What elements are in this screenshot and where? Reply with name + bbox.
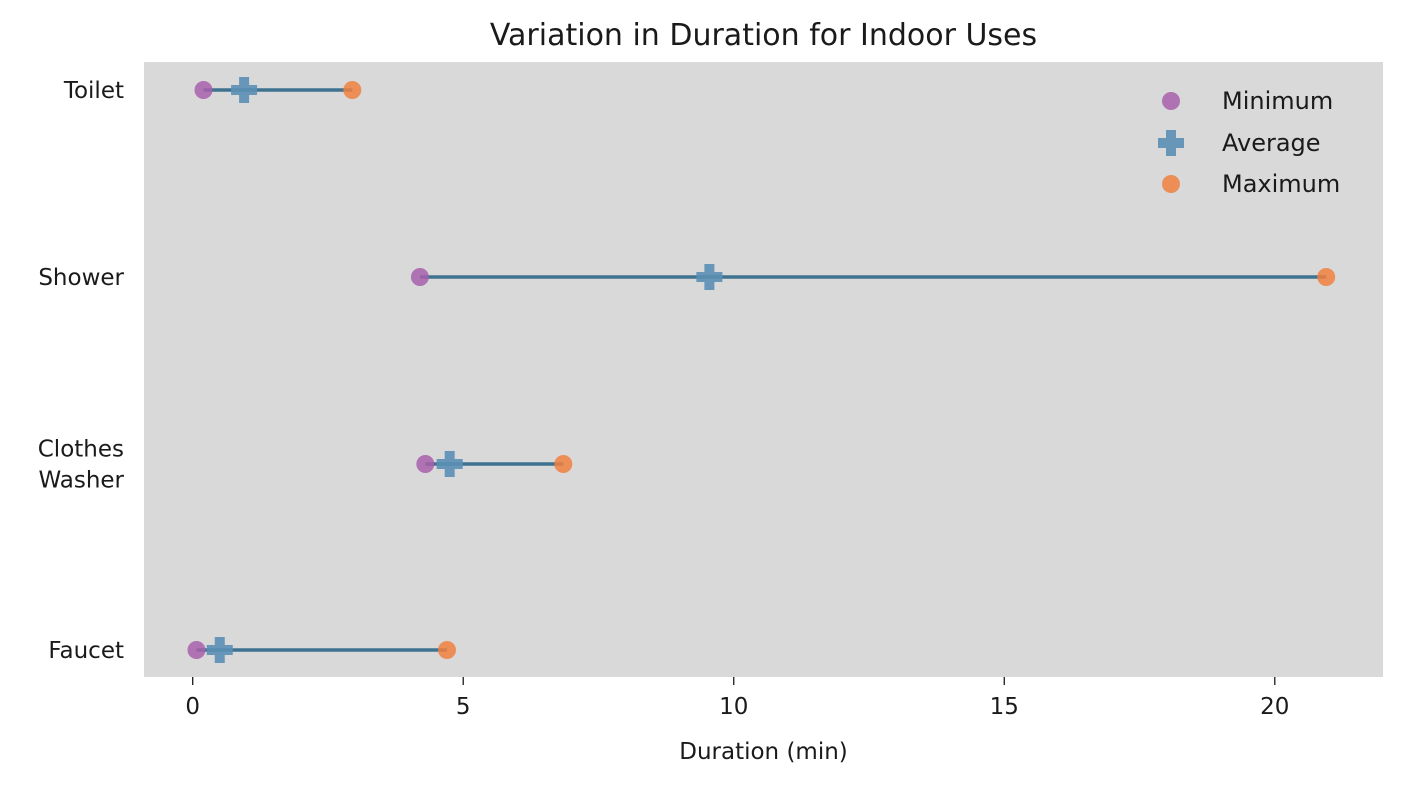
minimum-marker bbox=[194, 81, 213, 99]
legend-label-maximum: Maximum bbox=[1222, 170, 1340, 198]
maximum-marker bbox=[343, 81, 362, 99]
x-tick-label: 20 bbox=[1260, 694, 1289, 720]
legend-marker-maximum bbox=[1162, 175, 1180, 193]
plot-area bbox=[144, 62, 1383, 677]
maximum-marker bbox=[554, 455, 573, 473]
x-axis: 0 5 10 15 20 bbox=[185, 677, 1289, 720]
minimum-marker bbox=[187, 641, 206, 659]
markers bbox=[187, 77, 1336, 663]
maximum-marker bbox=[1317, 268, 1336, 286]
average-marker bbox=[206, 637, 233, 663]
y-tick-label: Shower bbox=[38, 265, 124, 291]
legend-label-average: Average bbox=[1222, 129, 1321, 157]
x-axis-label: Duration (min) bbox=[679, 739, 848, 765]
minimum-marker bbox=[416, 455, 435, 473]
y-tick-label: Faucet bbox=[48, 638, 124, 664]
x-tick-label: 15 bbox=[990, 694, 1019, 720]
y-tick-label: Clothes Washer bbox=[38, 437, 125, 494]
legend-marker-minimum bbox=[1162, 92, 1180, 110]
average-marker bbox=[231, 77, 258, 103]
x-tick-label: 0 bbox=[185, 694, 200, 720]
average-marker bbox=[696, 264, 723, 290]
minimum-marker bbox=[410, 268, 429, 286]
x-tick-label: 5 bbox=[456, 694, 471, 720]
average-marker bbox=[436, 451, 463, 477]
legend-label-minimum: Minimum bbox=[1222, 87, 1333, 115]
maximum-marker bbox=[437, 641, 456, 659]
y-tick-label: Toilet bbox=[63, 78, 124, 104]
legend: Minimum Average Maximum bbox=[1158, 87, 1340, 198]
legend-marker-average bbox=[1158, 130, 1184, 156]
y-axis: Toilet Shower Clothes Washer Faucet bbox=[38, 78, 125, 664]
x-tick-label: 10 bbox=[719, 694, 748, 720]
chart-title: Variation in Duration for Indoor Uses bbox=[490, 18, 1037, 53]
